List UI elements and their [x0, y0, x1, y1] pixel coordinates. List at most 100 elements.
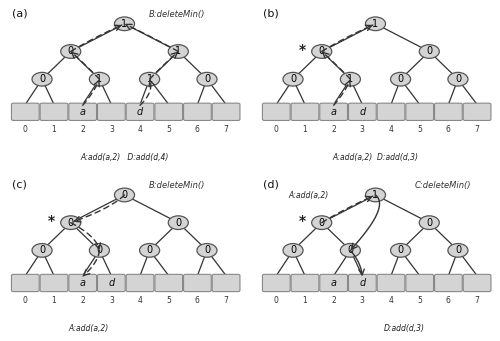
Text: 0: 0: [348, 246, 354, 255]
Circle shape: [114, 17, 134, 31]
Text: 0: 0: [68, 46, 74, 57]
Circle shape: [366, 188, 386, 202]
FancyBboxPatch shape: [155, 103, 182, 120]
Circle shape: [90, 243, 110, 257]
Text: 7: 7: [474, 125, 480, 134]
Text: 0: 0: [455, 246, 461, 255]
FancyBboxPatch shape: [348, 103, 376, 120]
Text: 0: 0: [398, 74, 404, 84]
Text: 0: 0: [39, 74, 45, 84]
FancyBboxPatch shape: [291, 275, 319, 292]
Circle shape: [283, 243, 303, 257]
Text: 4: 4: [388, 125, 394, 134]
Text: 0: 0: [274, 296, 278, 305]
Circle shape: [448, 243, 468, 257]
Circle shape: [366, 17, 386, 31]
Text: 0: 0: [318, 218, 325, 228]
Text: *: *: [298, 43, 306, 57]
Text: d: d: [137, 107, 143, 117]
FancyBboxPatch shape: [434, 275, 462, 292]
Text: 5: 5: [166, 296, 171, 305]
Text: 2: 2: [80, 296, 85, 305]
Circle shape: [32, 72, 52, 86]
Text: 1: 1: [175, 46, 182, 57]
FancyBboxPatch shape: [155, 275, 182, 292]
Text: 5: 5: [166, 125, 171, 134]
FancyBboxPatch shape: [98, 103, 125, 120]
Text: 6: 6: [446, 125, 451, 134]
Text: 0: 0: [68, 218, 74, 228]
Text: 4: 4: [138, 125, 142, 134]
Circle shape: [90, 72, 110, 86]
Circle shape: [312, 45, 332, 58]
Circle shape: [32, 243, 52, 257]
Text: 6: 6: [446, 296, 451, 305]
Circle shape: [448, 72, 468, 86]
Text: 0: 0: [122, 190, 128, 200]
Circle shape: [114, 188, 134, 202]
Text: 1: 1: [302, 125, 308, 134]
Text: 1: 1: [372, 19, 378, 29]
Text: 6: 6: [195, 125, 200, 134]
FancyBboxPatch shape: [291, 103, 319, 120]
Text: A:add(a,2): A:add(a,2): [68, 324, 109, 333]
Text: *: *: [298, 214, 306, 228]
Text: 0: 0: [426, 46, 432, 57]
FancyBboxPatch shape: [184, 103, 212, 120]
Circle shape: [312, 216, 332, 229]
Text: 1: 1: [302, 296, 308, 305]
Text: 1: 1: [52, 125, 57, 134]
Text: 5: 5: [418, 296, 422, 305]
Text: a: a: [330, 107, 336, 117]
Circle shape: [60, 45, 81, 58]
FancyBboxPatch shape: [406, 103, 433, 120]
Text: 1: 1: [96, 74, 102, 84]
FancyBboxPatch shape: [12, 275, 39, 292]
Text: 1: 1: [348, 74, 354, 84]
Text: 7: 7: [224, 125, 228, 134]
Text: 0: 0: [318, 46, 325, 57]
Text: 0: 0: [23, 296, 28, 305]
FancyBboxPatch shape: [348, 275, 376, 292]
FancyBboxPatch shape: [69, 103, 96, 120]
Text: 4: 4: [138, 296, 142, 305]
Circle shape: [390, 243, 410, 257]
Text: 6: 6: [195, 296, 200, 305]
Text: (b): (b): [263, 8, 279, 18]
FancyBboxPatch shape: [69, 275, 96, 292]
Circle shape: [340, 72, 360, 86]
Text: 7: 7: [474, 296, 480, 305]
Text: 1: 1: [146, 74, 152, 84]
Circle shape: [340, 243, 360, 257]
FancyBboxPatch shape: [320, 275, 347, 292]
FancyBboxPatch shape: [212, 275, 240, 292]
Circle shape: [197, 72, 217, 86]
FancyBboxPatch shape: [40, 275, 68, 292]
Text: 1: 1: [52, 296, 57, 305]
Circle shape: [140, 243, 160, 257]
Circle shape: [419, 216, 440, 229]
Circle shape: [60, 216, 81, 229]
Text: 0: 0: [398, 246, 404, 255]
Text: 2: 2: [80, 125, 85, 134]
Text: 3: 3: [360, 296, 365, 305]
FancyBboxPatch shape: [434, 103, 462, 120]
FancyBboxPatch shape: [377, 275, 405, 292]
Text: 0: 0: [175, 218, 182, 228]
Text: a: a: [330, 278, 336, 288]
FancyBboxPatch shape: [463, 103, 491, 120]
FancyBboxPatch shape: [40, 103, 68, 120]
Text: 0: 0: [426, 218, 432, 228]
Text: A:add(a,2)  D:add(d,3): A:add(a,2) D:add(d,3): [332, 152, 418, 162]
Text: A:add(a,2)   D:add(d,4): A:add(a,2) D:add(d,4): [80, 152, 168, 162]
FancyBboxPatch shape: [377, 103, 405, 120]
FancyBboxPatch shape: [262, 103, 290, 120]
Text: 5: 5: [418, 125, 422, 134]
FancyBboxPatch shape: [98, 275, 125, 292]
Text: 3: 3: [109, 296, 114, 305]
Text: 0: 0: [96, 246, 102, 255]
Text: 7: 7: [224, 296, 228, 305]
Text: 0: 0: [23, 125, 28, 134]
Text: (d): (d): [263, 179, 279, 190]
FancyBboxPatch shape: [126, 275, 154, 292]
